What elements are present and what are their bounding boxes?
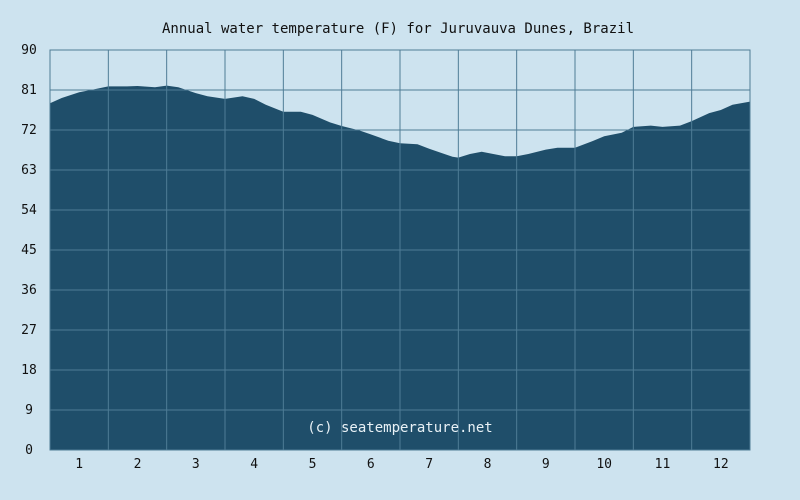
plot-border <box>49 49 751 451</box>
y-tick-label: 18 <box>21 363 37 378</box>
x-tick-label: 3 <box>192 457 200 472</box>
y-tick-label: 0 <box>25 443 33 458</box>
x-tick-label: 5 <box>309 457 317 472</box>
y-tick-label: 90 <box>21 43 37 58</box>
y-tick-label: 54 <box>21 203 37 218</box>
y-tick-label: 63 <box>21 163 37 178</box>
x-tick-label: 8 <box>484 457 492 472</box>
x-tick-label: 7 <box>425 457 433 472</box>
y-tick-label: 45 <box>21 243 37 258</box>
credit-text: (c) seatemperature.net <box>307 420 492 436</box>
y-tick-label: 9 <box>25 403 33 418</box>
x-tick-label: 4 <box>250 457 258 472</box>
x-tick-label: 10 <box>596 457 612 472</box>
y-tick-label: 81 <box>21 83 37 98</box>
x-tick-label: 2 <box>134 457 142 472</box>
x-tick-label: 9 <box>542 457 550 472</box>
x-tick-label: 1 <box>75 457 83 472</box>
x-tick-label: 11 <box>655 457 671 472</box>
y-tick-label: 72 <box>21 123 37 138</box>
y-tick-label: 36 <box>21 283 37 298</box>
x-axis: 1 2 3 4 5 6 7 8 9 10 11 12 <box>75 457 728 472</box>
x-tick-label: 6 <box>367 457 375 472</box>
y-tick-label: 27 <box>21 323 37 338</box>
y-axis: 0 9 18 27 36 45 54 63 72 81 90 <box>21 43 37 458</box>
chart-title: Annual water temperature (F) for Juruvau… <box>162 21 634 37</box>
x-tick-label: 12 <box>713 457 729 472</box>
